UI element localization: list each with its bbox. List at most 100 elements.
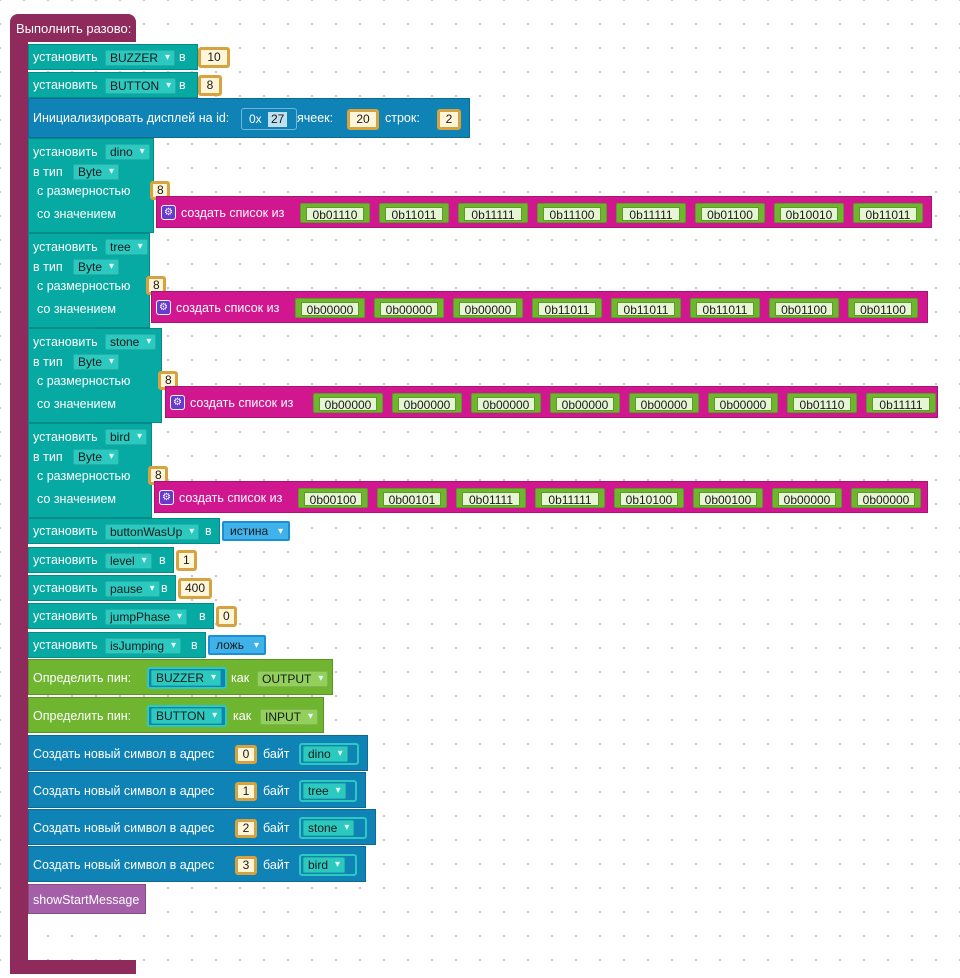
array-select[interactable]: bird (299, 854, 357, 876)
type-dropdown[interactable]: Byte (73, 164, 120, 180)
array-name-dropdown[interactable]: stone (105, 334, 157, 350)
set-variable-block[interactable]: установитьisJumpingв (28, 632, 206, 658)
binary-value[interactable]: 0b11100 (543, 207, 601, 222)
binary-value[interactable]: 0b00000 (714, 397, 772, 412)
binary-value-block[interactable]: 0b11111 (458, 203, 528, 223)
binary-value-block[interactable]: 0b01110 (300, 203, 370, 223)
binary-value-block[interactable]: 0b00000 (772, 488, 842, 508)
binary-value-block[interactable]: 0b11011 (532, 298, 602, 318)
char-address-number[interactable]: 3 (235, 856, 257, 875)
binary-value[interactable]: 0b11011 (617, 302, 675, 317)
create-list-block[interactable]: ⚙ создать список из 0b00000 0b00000 0b00000 0… (151, 291, 928, 323)
binary-value-block[interactable]: 0b10010 (774, 203, 844, 223)
binary-value-block[interactable]: 0b01100 (848, 298, 918, 318)
pinmode-button-block[interactable]: Определить пин: BUTTON как INPUT (28, 697, 324, 733)
binary-value-block[interactable]: 0b00100 (298, 488, 368, 508)
display-init-block[interactable]: Инициализировать дисплей на id: 0x 27 яч… (28, 98, 470, 138)
char-address-number[interactable]: 1 (235, 782, 257, 801)
binary-value-block[interactable]: 0b01110 (787, 393, 857, 413)
binary-value-block[interactable]: 0b11011 (611, 298, 681, 318)
binary-value[interactable]: 0b01110 (793, 397, 851, 412)
gear-icon[interactable]: ⚙ (161, 205, 176, 220)
binary-value[interactable]: 0b01100 (775, 302, 833, 317)
type-dropdown[interactable]: Byte (73, 259, 120, 275)
cells-number[interactable]: 20 (347, 109, 379, 130)
binary-value-block[interactable]: 0b11111 (866, 393, 936, 413)
binary-value[interactable]: 0b00000 (857, 492, 915, 507)
type-dropdown[interactable]: Byte (73, 354, 120, 370)
binary-value[interactable]: 0b01110 (306, 207, 364, 222)
set-button-block[interactable]: установить BUTTON в (28, 72, 198, 98)
gear-icon[interactable]: ⚙ (159, 490, 174, 505)
type-dropdown[interactable]: Byte (73, 449, 120, 465)
set-variable-block[interactable]: установитьjumpPhaseв (28, 603, 214, 629)
pin-select[interactable]: BUZZER (147, 667, 227, 689)
array-dropdown[interactable]: stone (303, 820, 355, 836)
array-definition-block[interactable]: установитьtreeв типByteс размерностьюсо … (28, 233, 150, 328)
binary-value-block[interactable]: 0b01111 (456, 488, 526, 508)
create-char-block[interactable]: Создать новый символ в адрес 1 байт tree (28, 772, 366, 808)
array-dropdown[interactable]: tree (303, 783, 346, 799)
hex-address-field[interactable]: 0x 27 (241, 108, 297, 130)
char-address-number[interactable]: 2 (235, 819, 257, 838)
binary-value[interactable]: 0b00000 (477, 397, 535, 412)
array-definition-block[interactable]: установитьstoneв типByteс размерностьюсо… (28, 328, 162, 423)
array-dropdown[interactable]: bird (303, 857, 346, 873)
binary-value[interactable]: 0b11111 (622, 207, 680, 222)
binary-value[interactable]: 0b11111 (464, 207, 522, 222)
boolean-dropdown[interactable]: ложь (208, 635, 266, 655)
array-dropdown[interactable]: dino (303, 746, 348, 762)
binary-value-block[interactable]: 0b11111 (616, 203, 686, 223)
array-definition-block[interactable]: установитьdinoв типByteс размерностьюсо … (28, 138, 154, 233)
number-value[interactable]: 400 (178, 578, 213, 599)
binary-value-block[interactable]: 0b00100 (693, 488, 763, 508)
binary-value[interactable]: 0b00000 (635, 397, 693, 412)
array-select[interactable]: tree (299, 780, 357, 802)
binary-value[interactable]: 0b00100 (699, 492, 757, 507)
buzzer-pin-number[interactable]: 10 (198, 47, 230, 68)
binary-value[interactable]: 0b00000 (459, 302, 517, 317)
binary-value-block[interactable]: 0b00000 (708, 393, 778, 413)
array-name-dropdown[interactable]: bird (105, 429, 148, 445)
set-variable-block[interactable]: установитьbuttonWasUpв (28, 518, 220, 544)
binary-value[interactable]: 0b11011 (859, 207, 917, 222)
boolean-dropdown[interactable]: истина (222, 521, 291, 541)
binary-value-block[interactable]: 0b11011 (853, 203, 923, 223)
binary-value-block[interactable]: 0b00000 (295, 298, 365, 318)
var-dropdown[interactable]: BUZZER (105, 50, 175, 66)
binary-value-block[interactable]: 0b00101 (377, 488, 447, 508)
binary-value-block[interactable]: 0b00000 (471, 393, 541, 413)
binary-value-block[interactable]: 0b11111 (535, 488, 605, 508)
char-address-number[interactable]: 0 (235, 745, 257, 764)
set-variable-block[interactable]: установитьpauseв (28, 575, 176, 601)
binary-value-block[interactable]: 0b00000 (392, 393, 462, 413)
binary-value[interactable]: 0b01111 (462, 492, 520, 507)
binary-value-block[interactable]: 0b01100 (695, 203, 765, 223)
call-show-start-message-block[interactable]: showStartMessage (28, 884, 146, 914)
binary-value-block[interactable]: 0b11011 (690, 298, 760, 318)
binary-value[interactable]: 0b00000 (398, 397, 456, 412)
button-pin-number[interactable]: 8 (198, 75, 222, 96)
create-list-block[interactable]: ⚙ создать список из 0b00100 0b00101 0b01111 0… (154, 481, 928, 513)
binary-value-block[interactable]: 0b00000 (453, 298, 523, 318)
array-name-dropdown[interactable]: dino (105, 144, 150, 160)
create-char-block[interactable]: Создать новый символ в адрес 3 байт bird (28, 846, 366, 882)
gear-icon[interactable]: ⚙ (156, 300, 171, 315)
var-dropdown[interactable]: jumpPhase (105, 609, 188, 625)
binary-value[interactable]: 0b11011 (538, 302, 596, 317)
array-select[interactable]: stone (299, 817, 367, 839)
binary-value[interactable]: 0b11111 (872, 397, 930, 412)
binary-value[interactable]: 0b00000 (556, 397, 614, 412)
number-value[interactable]: 0 (216, 606, 237, 627)
var-dropdown[interactable]: BUTTON (105, 78, 177, 94)
binary-value-block[interactable]: 0b01100 (769, 298, 839, 318)
binary-value[interactable]: 0b00000 (319, 397, 377, 412)
binary-value[interactable]: 0b10100 (620, 492, 678, 507)
binary-value-block[interactable]: 0b00000 (313, 393, 383, 413)
binary-value[interactable]: 0b11011 (696, 302, 754, 317)
create-char-block[interactable]: Создать новый символ в адрес 0 байт dino (28, 735, 368, 771)
pin-select[interactable]: BUTTON (147, 705, 227, 727)
binary-value[interactable]: 0b11111 (541, 492, 599, 507)
binary-value-block[interactable]: 0b00000 (374, 298, 444, 318)
